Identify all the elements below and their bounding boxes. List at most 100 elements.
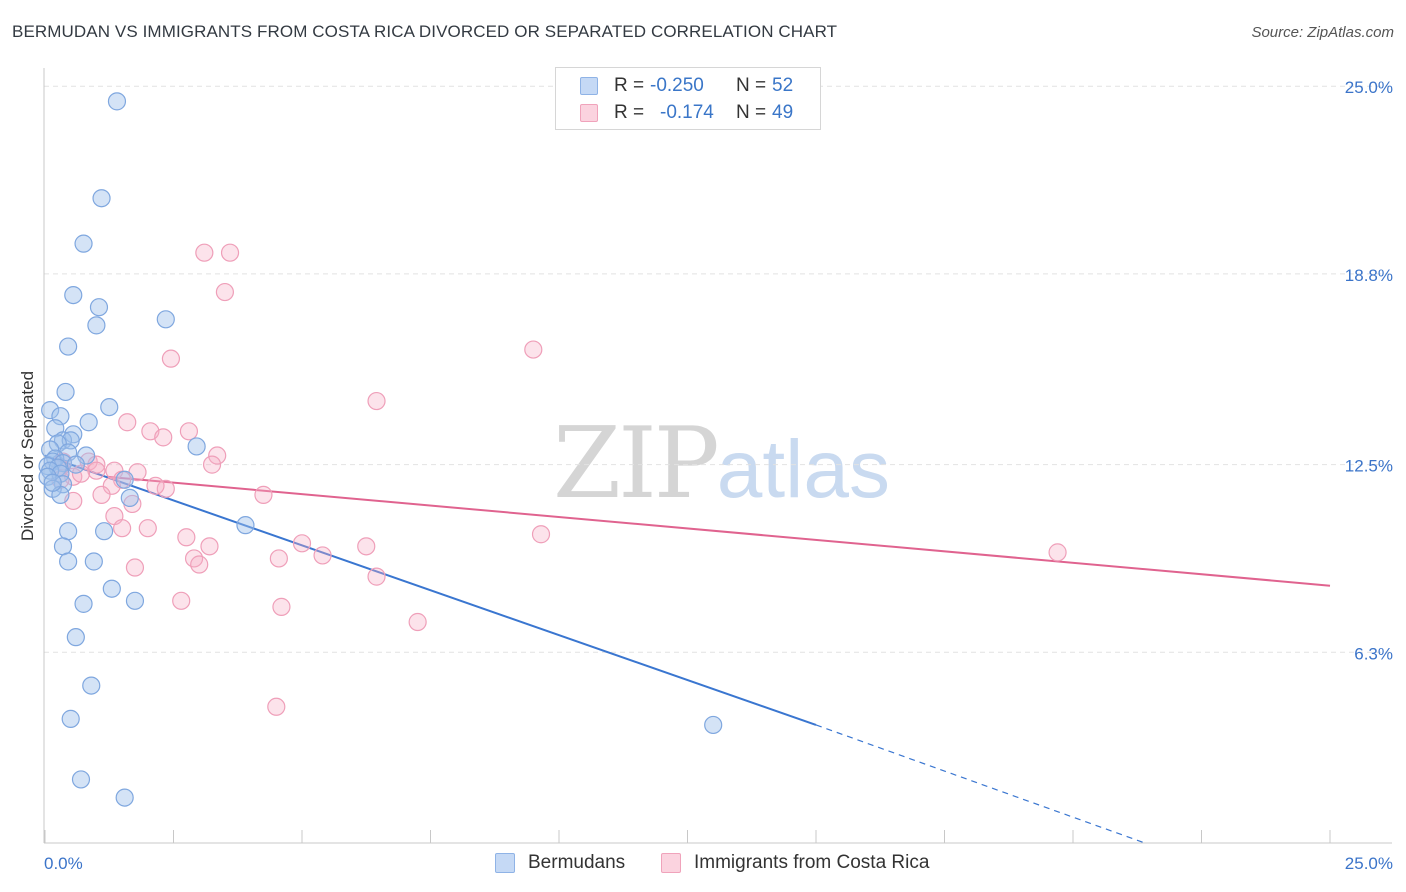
x-tick-label: 0.0% — [44, 854, 83, 873]
data-point-costa-rica — [267, 697, 286, 716]
trend-line-bermudans — [44, 454, 817, 726]
data-point-costa-rica — [220, 243, 240, 262]
data-point-costa-rica — [190, 555, 209, 574]
bermudans-trend — [44, 454, 1146, 844]
data-point-bermudans — [92, 189, 111, 208]
r-label: R = — [614, 75, 645, 96]
bermudans-swatch — [495, 853, 515, 873]
trend-line-bermudans-extension — [815, 724, 1146, 844]
data-point-bermudans — [59, 522, 78, 541]
data-point-costa-rica — [87, 461, 106, 480]
data-point-bermudans — [56, 382, 75, 402]
data-point-costa-rica — [179, 422, 199, 441]
data-point-bermudans — [71, 770, 91, 789]
data-point-bermudans — [156, 310, 175, 329]
costa-rica-trend — [106, 475, 1331, 587]
n-label: N = — [736, 75, 767, 96]
data-point-bermudans — [100, 397, 119, 417]
data-point-costa-rica — [269, 549, 288, 568]
data-point-costa-rica — [71, 464, 91, 483]
data-point-costa-rica — [292, 534, 312, 553]
data-point-costa-rica — [408, 612, 427, 632]
x-tick-label: 25.0% — [1345, 854, 1393, 873]
data-point-bermudans — [102, 579, 121, 598]
y-axis-label: Divorced or Separated — [18, 370, 37, 542]
data-point-costa-rica — [172, 591, 191, 610]
data-point-bermudans — [115, 788, 134, 807]
data-point-costa-rica — [138, 519, 157, 538]
data-point-bermudans — [66, 455, 85, 474]
source-label: Source: ZipAtlas.com — [1251, 24, 1394, 41]
data-point-bermudans — [87, 316, 106, 335]
data-point-costa-rica — [87, 455, 106, 474]
r-value: -0.174 — [660, 102, 714, 123]
data-point-costa-rica — [254, 485, 273, 504]
data-point-costa-rica — [177, 528, 196, 547]
data-point-bermudans — [79, 413, 98, 432]
data-point-costa-rica — [202, 455, 222, 474]
data-point-bermudans — [74, 594, 93, 613]
data-point-costa-rica — [215, 282, 234, 302]
bermudans-points — [38, 92, 723, 807]
data-point-costa-rica — [112, 519, 132, 538]
legend-label: Bermudans — [528, 852, 626, 873]
data-point-bermudans — [66, 628, 85, 647]
data-point-costa-rica — [208, 446, 227, 465]
data-point-bermudans — [89, 298, 109, 317]
costa-rica-swatch — [580, 104, 598, 122]
data-point-costa-rica — [313, 546, 332, 565]
data-point-bermudans — [77, 446, 96, 465]
data-point-costa-rica — [161, 349, 181, 368]
legend-label: Immigrants from Costa Rica — [694, 852, 930, 873]
correlation-legend: R = -0.250 N = 52 R = -0.174 N = 49 — [555, 67, 821, 130]
data-point-bermudans — [82, 676, 101, 695]
data-point-bermudans — [95, 522, 114, 541]
data-point-costa-rica — [156, 479, 175, 498]
data-point-costa-rica — [531, 525, 551, 544]
n-value: 49 — [772, 102, 794, 123]
data-point-costa-rica — [272, 597, 291, 616]
data-point-costa-rica — [367, 391, 386, 411]
data-point-bermudans — [115, 470, 134, 489]
data-point-costa-rica — [105, 461, 124, 480]
data-point-costa-rica — [1048, 543, 1067, 562]
data-point-costa-rica — [92, 485, 111, 504]
data-point-bermudans — [53, 537, 73, 556]
data-point-bermudans — [64, 285, 83, 305]
data-point-bermudans — [43, 473, 62, 492]
data-point-bermudans — [120, 488, 139, 508]
costa-rica-points — [51, 243, 1067, 716]
data-point-bermudans — [187, 437, 206, 456]
data-point-costa-rica — [357, 537, 376, 556]
series-legend: Bermudans Immigrants from Costa Rica — [0, 852, 1406, 878]
r-label: R = — [614, 102, 645, 123]
data-point-costa-rica — [154, 428, 173, 447]
data-point-bermudans — [59, 552, 78, 571]
data-point-bermudans — [125, 591, 145, 610]
data-point-bermudans — [59, 337, 78, 356]
n-value: 52 — [772, 75, 794, 96]
y-tick-label: 6.3% — [1354, 644, 1393, 663]
gridlines — [44, 85, 1392, 653]
data-point-costa-rica — [125, 558, 145, 577]
data-point-bermudans — [84, 552, 103, 571]
data-point-costa-rica — [118, 413, 137, 432]
data-point-bermudans — [61, 709, 80, 728]
data-point-bermudans — [107, 92, 127, 111]
data-point-costa-rica — [367, 567, 386, 586]
y-tick-label: 18.8% — [1345, 266, 1393, 285]
data-point-bermudans — [41, 401, 60, 420]
y-tick-label: 12.5% — [1345, 457, 1393, 476]
data-point-bermudans — [74, 234, 93, 253]
r-value: -0.250 — [650, 75, 704, 96]
chart-title: BERMUDAN VS IMMIGRANTS FROM COSTA RICA D… — [12, 22, 838, 41]
data-point-bermudans — [704, 715, 723, 735]
trend-line-costa-rica — [106, 475, 1331, 587]
tick-labels: 6.3% 12.5% 18.8% 25.0% 0.0% 25.0% — [44, 78, 1393, 873]
data-point-costa-rica — [195, 243, 214, 262]
data-point-bermudans — [236, 516, 255, 535]
n-label: N = — [736, 102, 767, 123]
y-tick-label: 25.0% — [1345, 78, 1393, 97]
costa-rica-swatch — [661, 853, 681, 873]
